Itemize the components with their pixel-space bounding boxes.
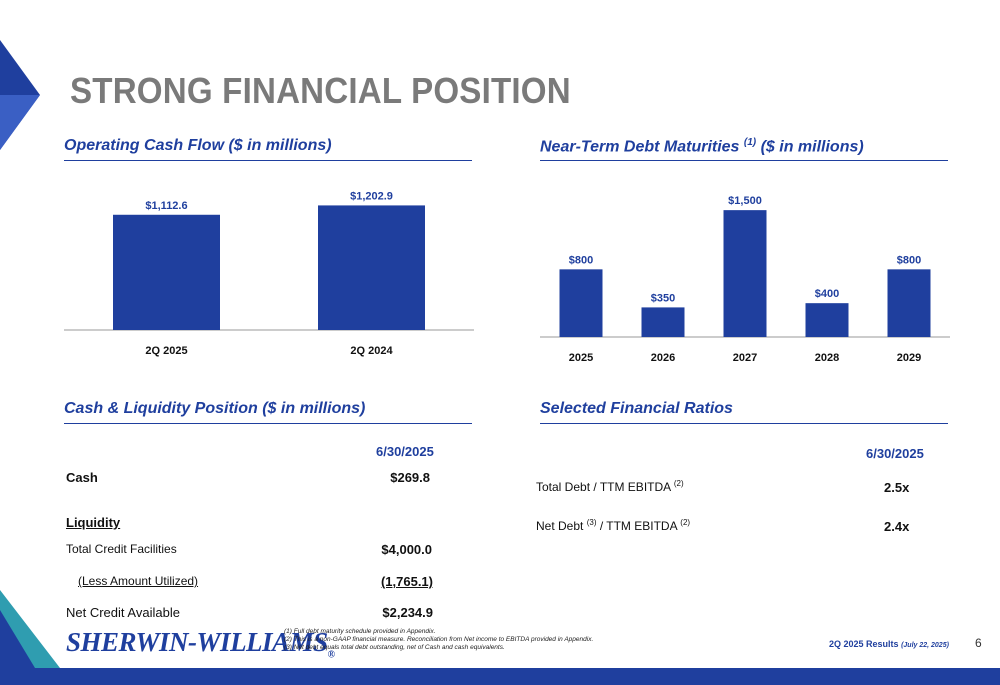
total-debt-ebitda-label: Total Debt / TTM EBITDA (2) <box>536 479 684 494</box>
cash-value: $269.8 <box>390 470 430 485</box>
footnote-2: (2) This is a non-GAAP financial measure… <box>284 636 594 643</box>
debt-section-title: Near-Term Debt Maturities (1) ($ in mill… <box>540 137 864 156</box>
bar-value-label: $1,202.9 <box>350 190 393 202</box>
ratios-rule <box>540 423 948 424</box>
footnotes: (1) Full debt maturity schedule provided… <box>284 628 593 652</box>
bar-value-label: $350 <box>651 292 675 304</box>
results-label: 2Q 2025 Results (July 22, 2025) <box>829 639 949 649</box>
x-tick-label: 2Q 2024 <box>350 345 393 357</box>
bar-value-label: $800 <box>569 254 593 266</box>
bar-value-label: $1,112.6 <box>145 200 187 212</box>
liquidity-label: Liquidity <box>66 515 121 530</box>
total-debt-ebitda-value: 2.5x <box>884 480 910 495</box>
net-credit-label: Net Credit Available <box>66 605 180 620</box>
bar-2029 <box>887 269 931 337</box>
credit-facilities-value: $4,000.0 <box>381 542 432 557</box>
net-credit-value: $2,234.9 <box>382 605 433 620</box>
cash-label: Cash <box>66 470 98 485</box>
x-tick-label: 2025 <box>569 352 593 364</box>
ratios-section-title: Selected Financial Ratios <box>540 400 733 417</box>
bar-2026 <box>641 307 685 337</box>
net-debt-ebitda-value: 2.4x <box>884 519 910 534</box>
corner-decoration-top <box>0 40 40 150</box>
x-tick-label: 2026 <box>651 352 675 364</box>
footnote-1: (1) Full debt maturity schedule provided… <box>284 628 436 635</box>
bar-2q-2025 <box>113 214 220 330</box>
cash-rule <box>64 423 472 424</box>
x-tick-label: 2027 <box>733 352 757 364</box>
cash-section-title: Cash & Liquidity Position ($ in millions… <box>64 400 366 417</box>
debt-rule <box>540 160 948 161</box>
bar-2028 <box>805 303 849 337</box>
cash-date-header: 6/30/2025 <box>376 444 434 459</box>
footnote-3: (3) Net debt equals total debt outstandi… <box>284 644 505 651</box>
amount-utilized-value: (1,765.1) <box>380 574 433 589</box>
bar-2q-2024 <box>318 205 425 330</box>
ratios-date-header: 6/30/2025 <box>866 446 924 461</box>
bar-value-label: $1,500 <box>728 195 762 207</box>
sherwin-williams-logo: SHERWIN-WILLIAMS® <box>66 627 335 661</box>
debt-maturities-chart: $800 2025 $350 2026 $1,500 2027 $400 2028 $800 20… <box>540 195 950 364</box>
net-debt-ebitda-label: Net Debt (3) / TTM EBITDA (2) <box>536 518 691 533</box>
credit-facilities-label: Total Credit Facilities <box>66 542 177 556</box>
footer-bar <box>0 668 1000 685</box>
operating-cash-flow-chart: $1,112.6 2Q 2025 $1,202.9 2Q 2024 <box>64 190 474 357</box>
x-tick-label: 2029 <box>897 352 921 364</box>
ocf-rule <box>64 160 472 161</box>
corner-decoration-bottom <box>0 590 60 668</box>
bar-value-label: $400 <box>815 288 839 300</box>
x-tick-label: 2028 <box>815 352 839 364</box>
amount-utilized-label: (Less Amount Utilized) <box>78 574 199 588</box>
page-number: 6 <box>975 636 982 650</box>
bar-2027 <box>723 210 767 337</box>
page-title: STRONG FINANCIAL POSITION <box>70 70 571 111</box>
x-tick-label: 2Q 2025 <box>145 345 187 357</box>
bar-value-label: $800 <box>897 254 921 266</box>
bar-2025 <box>559 269 603 337</box>
ocf-section-title: Operating Cash Flow ($ in millions) <box>64 137 332 154</box>
